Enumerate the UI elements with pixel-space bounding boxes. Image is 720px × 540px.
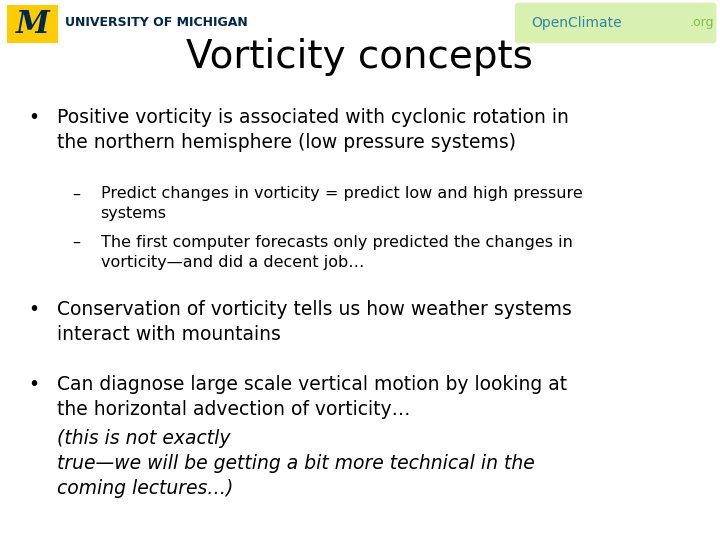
Text: Conservation of vorticity tells us how weather systems
interact with mountains: Conservation of vorticity tells us how w… (58, 300, 572, 343)
Text: Positive vorticity is associated with cyclonic rotation in
the northern hemisphe: Positive vorticity is associated with cy… (58, 108, 570, 152)
Text: Vorticity concepts: Vorticity concepts (186, 38, 533, 76)
Text: The first computer forecasts only predicted the changes in
vorticity—and did a d: The first computer forecasts only predic… (101, 235, 572, 269)
Text: •: • (29, 375, 40, 394)
Text: •: • (29, 300, 40, 319)
Text: M: M (16, 9, 49, 40)
Text: Predict changes in vorticity = predict low and high pressure
systems: Predict changes in vorticity = predict l… (101, 186, 582, 221)
Text: •: • (29, 108, 40, 127)
Text: OpenClimate: OpenClimate (531, 16, 622, 30)
Text: UNIVERSITY OF MICHIGAN: UNIVERSITY OF MICHIGAN (65, 16, 248, 29)
Text: Can diagnose large scale vertical motion by looking at
the horizontal advection : Can diagnose large scale vertical motion… (58, 375, 567, 419)
Text: –: – (72, 235, 80, 250)
Text: .org: .org (690, 16, 714, 29)
Text: –: – (72, 186, 80, 201)
Text: (this is not exactly
true—we will be getting a bit more technical in the
coming : (this is not exactly true—we will be get… (58, 429, 535, 498)
